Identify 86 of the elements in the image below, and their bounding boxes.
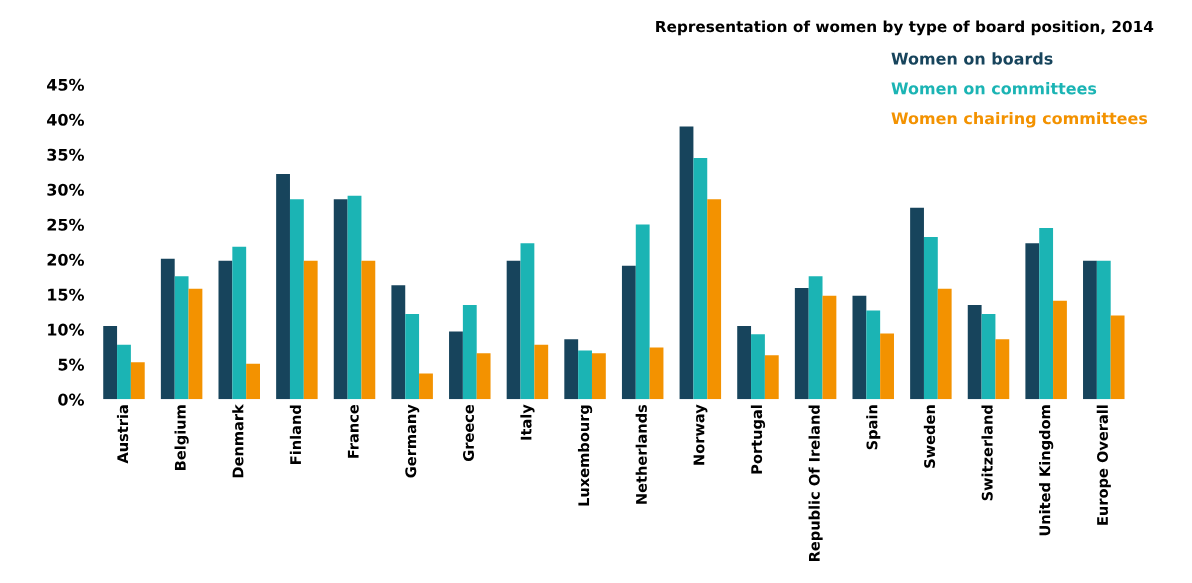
bar bbox=[967, 304, 982, 400]
x-tick-label: Luxembourg bbox=[577, 405, 593, 506]
bar bbox=[852, 295, 867, 400]
x-tick-label: Italy bbox=[520, 404, 535, 440]
bar bbox=[405, 314, 420, 400]
bar bbox=[1096, 260, 1111, 400]
bar bbox=[103, 325, 118, 400]
y-tick-label: 30% bbox=[47, 183, 85, 196]
x-tick-label: Austria bbox=[116, 405, 129, 464]
bar bbox=[419, 373, 433, 400]
x-tick-label: Norway bbox=[693, 404, 708, 465]
bar bbox=[866, 310, 881, 400]
y-tick-label: 35% bbox=[47, 148, 85, 161]
x-tick-label: Europe Overall bbox=[1096, 405, 1111, 525]
bar bbox=[995, 339, 1010, 400]
bar bbox=[707, 199, 722, 400]
x-tick-label: Spain bbox=[866, 405, 881, 450]
bar bbox=[449, 331, 463, 400]
x-tick-label: Finland bbox=[289, 405, 302, 464]
bar bbox=[910, 207, 924, 400]
bar bbox=[923, 237, 938, 400]
bar bbox=[276, 174, 290, 400]
x-tick-label: Greece bbox=[462, 404, 475, 461]
x-tick-label: Belgium bbox=[174, 405, 189, 470]
y-tick-label: 5% bbox=[58, 358, 85, 371]
y-tick-label: 25% bbox=[47, 218, 85, 231]
x-tick-label: Netherlands bbox=[635, 404, 647, 504]
bar bbox=[462, 304, 477, 400]
bar bbox=[737, 325, 752, 400]
text: Women on committees bbox=[891, 82, 1097, 95]
bar bbox=[218, 260, 233, 400]
y-tick-label: 45% bbox=[47, 78, 85, 91]
bar bbox=[1083, 260, 1097, 400]
bar bbox=[476, 353, 491, 400]
bar bbox=[520, 243, 535, 400]
x-tick-label: Switzerland bbox=[981, 405, 993, 501]
bar bbox=[822, 295, 837, 400]
bar bbox=[937, 288, 952, 400]
bar bbox=[1053, 300, 1067, 400]
bar bbox=[361, 260, 376, 400]
bar bbox=[246, 363, 260, 400]
y-tick-label: 0% bbox=[58, 393, 85, 406]
bar bbox=[289, 199, 304, 400]
bar bbox=[808, 276, 823, 400]
bar bbox=[1039, 227, 1054, 400]
y-tick-label: 20% bbox=[47, 253, 85, 266]
bar bbox=[391, 285, 406, 400]
bar bbox=[333, 199, 348, 400]
bar bbox=[534, 344, 549, 400]
bar bbox=[679, 126, 694, 400]
x-tick-label: Republic Of Ireland bbox=[808, 405, 823, 561]
bar bbox=[188, 288, 203, 400]
bar bbox=[174, 276, 189, 400]
x-tick-label: Denmark bbox=[232, 403, 244, 478]
bar bbox=[160, 258, 175, 400]
x-tick-label: Germany bbox=[405, 404, 420, 478]
bar bbox=[764, 355, 779, 400]
bar bbox=[117, 344, 131, 400]
text: Women on boards bbox=[891, 52, 1053, 65]
bar bbox=[1025, 243, 1040, 400]
bar bbox=[981, 314, 996, 400]
y-tick-label: 10% bbox=[48, 323, 85, 336]
bar bbox=[1110, 315, 1125, 400]
y-tick-label: 15% bbox=[48, 288, 85, 301]
bar bbox=[635, 224, 650, 400]
bar bbox=[751, 334, 765, 400]
bar bbox=[621, 265, 636, 400]
bar bbox=[303, 260, 318, 400]
bar bbox=[693, 157, 708, 400]
bar bbox=[232, 246, 247, 400]
bar bbox=[880, 333, 894, 400]
bar bbox=[591, 353, 606, 400]
text: Women chairing committees bbox=[891, 111, 1148, 128]
bar bbox=[506, 260, 521, 400]
bar bbox=[347, 195, 362, 400]
x-tick-label: Portugal bbox=[750, 405, 766, 474]
bar bbox=[794, 288, 809, 400]
bar bbox=[649, 347, 664, 400]
x-tick-label: Sweden bbox=[923, 405, 936, 468]
x-tick-label: France bbox=[347, 404, 359, 458]
bar bbox=[564, 339, 579, 400]
x-tick-label: United Kingdom bbox=[1039, 405, 1054, 536]
bar bbox=[130, 362, 145, 400]
chart-title: Representation of women by type of board position, 2014 bbox=[656, 20, 1154, 36]
y-tick-label: 40% bbox=[47, 113, 85, 126]
bar bbox=[578, 350, 592, 400]
